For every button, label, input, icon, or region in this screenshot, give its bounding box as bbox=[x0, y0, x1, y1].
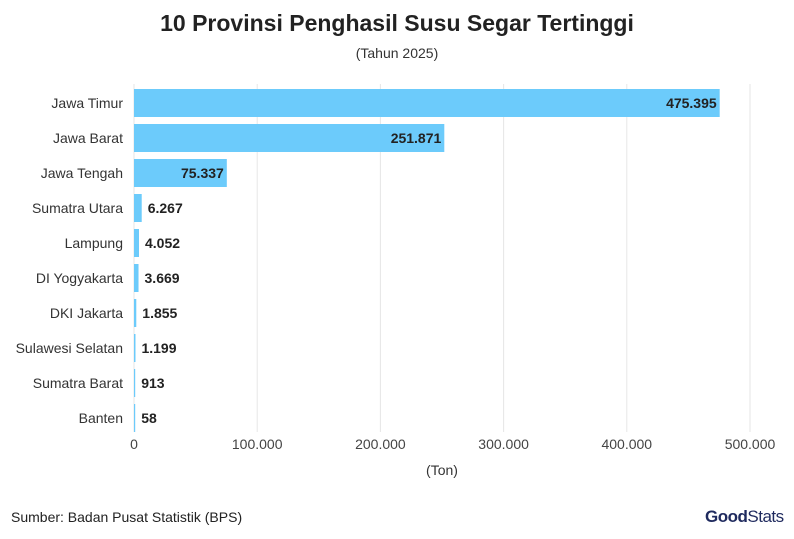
value-label: 1.855 bbox=[142, 305, 177, 321]
value-label: 1.199 bbox=[141, 340, 176, 356]
value-label: 3.669 bbox=[145, 270, 180, 286]
brand-bold: Good bbox=[705, 507, 748, 526]
category-label: Jawa Timur bbox=[51, 95, 123, 111]
value-label: 58 bbox=[141, 410, 157, 426]
x-tick-label: 100.000 bbox=[232, 436, 283, 452]
value-label: 75.337 bbox=[181, 165, 224, 181]
chart-subtitle: (Tahun 2025) bbox=[355, 45, 439, 61]
bars bbox=[134, 89, 720, 432]
x-tick-label: 400.000 bbox=[601, 436, 652, 452]
bar bbox=[134, 159, 227, 187]
category-label: Jawa Tengah bbox=[41, 165, 123, 181]
labels: 0 100.000 200.000 300.000 400.000 500.000 Jawa… bbox=[16, 95, 776, 452]
goodstats-logo: GoodStats bbox=[705, 507, 784, 527]
category-label: Sulawesi Selatan bbox=[16, 340, 123, 356]
bar bbox=[134, 124, 445, 152]
category-label: DKI Jakarta bbox=[50, 305, 123, 321]
x-tick-label: 200.000 bbox=[355, 436, 406, 452]
value-label: 913 bbox=[141, 375, 165, 391]
value-label: 4.052 bbox=[145, 235, 180, 251]
value-label: 6.267 bbox=[148, 200, 183, 216]
bar bbox=[134, 89, 720, 117]
category-label: DI Yogyakarta bbox=[36, 270, 123, 286]
bar bbox=[134, 194, 142, 222]
category-label: Sumatra Barat bbox=[33, 375, 123, 391]
bar bbox=[134, 264, 139, 292]
value-label: 475.395 bbox=[666, 95, 717, 111]
bar bbox=[134, 369, 136, 397]
bar bbox=[134, 404, 136, 432]
category-label: Banten bbox=[79, 410, 123, 426]
value-label: 251.871 bbox=[391, 130, 442, 146]
brand-light: Stats bbox=[747, 507, 784, 526]
x-tick-label: 500.000 bbox=[725, 436, 776, 452]
bar bbox=[134, 299, 137, 327]
source-note: Sumber: Badan Pusat Statistik (BPS) bbox=[11, 509, 243, 525]
category-label: Sumatra Utara bbox=[32, 200, 123, 216]
bar bbox=[134, 229, 139, 257]
bar bbox=[134, 334, 136, 362]
x-tick-label: 0 bbox=[130, 436, 138, 452]
x-tick-label: 300.000 bbox=[478, 436, 529, 452]
chart-title: 10 Provinsi Penghasil Susu Segar Terting… bbox=[160, 10, 634, 36]
x-axis-title: (Ton) bbox=[426, 462, 458, 478]
category-label: Jawa Barat bbox=[53, 130, 123, 146]
category-label: Lampung bbox=[65, 235, 123, 251]
